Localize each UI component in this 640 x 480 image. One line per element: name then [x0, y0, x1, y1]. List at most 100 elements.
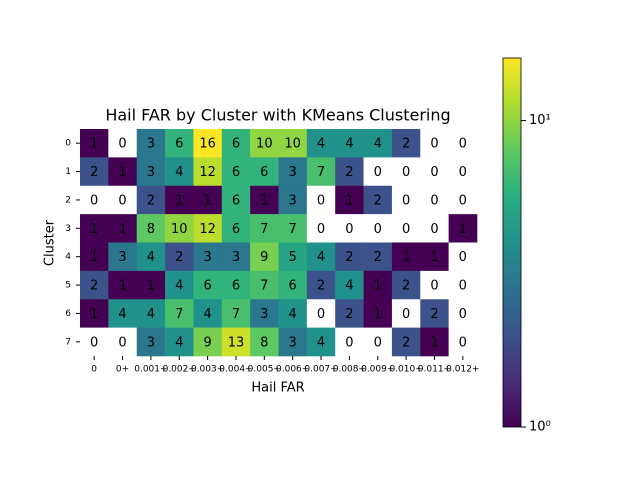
cell-label: 0 — [459, 335, 467, 350]
cell — [250, 185, 279, 215]
cell — [193, 214, 223, 243]
cell-label: 0 — [430, 165, 438, 180]
cell-label: 2 — [317, 279, 325, 294]
cell — [278, 185, 308, 215]
cell — [80, 129, 109, 158]
cell-label: 3 — [147, 335, 155, 350]
x-tick-label: 0.001+ — [134, 365, 167, 375]
cell — [420, 242, 449, 272]
cell-label: 0 — [345, 222, 353, 237]
cell-label: 1 — [118, 165, 126, 180]
cell — [420, 299, 449, 328]
cell — [335, 185, 364, 215]
cell — [420, 270, 449, 300]
y-tick-label: 7 — [65, 337, 71, 347]
cell-label: 4 — [345, 279, 353, 294]
colorbar-tick-label: 10¹ — [529, 113, 551, 128]
y-tick-label: 4 — [65, 252, 71, 262]
cell — [108, 327, 138, 357]
cell-label: 1 — [374, 279, 382, 294]
cell-label: 2 — [402, 335, 410, 350]
cell — [80, 327, 109, 357]
cell — [391, 185, 421, 215]
cell-label: 6 — [289, 279, 297, 294]
cell-label: 3 — [260, 307, 268, 322]
cell — [250, 299, 279, 328]
cell — [80, 157, 109, 187]
cell — [306, 299, 336, 328]
cell — [363, 299, 393, 328]
cell — [108, 299, 138, 328]
cell — [335, 242, 364, 272]
x-tick-label: 0.005+ — [248, 365, 281, 375]
cell — [363, 327, 393, 357]
cell-label: 4 — [374, 137, 382, 152]
cell-label: 9 — [260, 250, 268, 265]
cell — [250, 129, 279, 158]
cell — [335, 270, 364, 300]
cell-label: 0 — [118, 335, 126, 350]
cell-label: 10 — [171, 222, 188, 237]
cell-label: 1 — [345, 193, 353, 208]
cell-label: 4 — [175, 335, 183, 350]
x-tick-label: 0 — [91, 365, 97, 375]
cell — [335, 327, 364, 357]
cell — [221, 242, 251, 272]
cell-label: 2 — [90, 279, 98, 294]
cell — [278, 157, 308, 187]
cell-label: 5 — [289, 250, 297, 265]
cell — [165, 327, 194, 357]
cell — [193, 129, 223, 158]
x-tick-label: 0.004+ — [219, 365, 252, 375]
cell-label: 2 — [430, 307, 438, 322]
cell — [391, 129, 421, 158]
cell-label: 7 — [260, 279, 268, 294]
cell — [335, 157, 364, 187]
cell — [306, 242, 336, 272]
cell — [420, 185, 449, 215]
cell-label: 16 — [199, 137, 216, 152]
cell-label: 6 — [232, 165, 240, 180]
cell-label: 0 — [459, 193, 467, 208]
x-tick-label: 0.003+ — [191, 365, 224, 375]
cell-label: 2 — [90, 165, 98, 180]
x-tick-label: 0.008+ — [333, 365, 366, 375]
cell-label: 3 — [289, 335, 297, 350]
cell-label: 0 — [374, 335, 382, 350]
cell-label: 4 — [289, 307, 297, 322]
cell — [420, 327, 449, 357]
cell-label: 2 — [374, 193, 382, 208]
cell-label: 7 — [260, 222, 268, 237]
cell-label: 0 — [430, 222, 438, 237]
cell — [448, 185, 478, 215]
cell — [221, 327, 251, 357]
cell — [221, 157, 251, 187]
cell-label: 1 — [90, 250, 98, 265]
cell — [420, 157, 449, 187]
cell-label: 3 — [203, 250, 211, 265]
cell-label: 12 — [199, 165, 216, 180]
cell-label: 6 — [175, 137, 183, 152]
colorbar — [502, 57, 522, 428]
cell — [165, 129, 194, 158]
cell — [363, 214, 393, 243]
cell-label: 3 — [289, 165, 297, 180]
cell-label: 0 — [459, 250, 467, 265]
cell-label: 4 — [175, 165, 183, 180]
cell-label: 0 — [118, 193, 126, 208]
cell — [448, 129, 478, 158]
cell — [136, 270, 166, 300]
cell-label: 7 — [317, 165, 325, 180]
cell-label: 2 — [374, 250, 382, 265]
cell-label: 6 — [203, 279, 211, 294]
cell — [278, 242, 308, 272]
cell — [278, 129, 308, 158]
cell-label: 3 — [118, 250, 126, 265]
cell — [391, 327, 421, 357]
y-tick-label: 1 — [65, 167, 71, 177]
cell-label: 1 — [90, 307, 98, 322]
cell-label: 4 — [175, 279, 183, 294]
cell — [250, 157, 279, 187]
cell-label: 4 — [147, 307, 155, 322]
cell-label: 1 — [90, 222, 98, 237]
